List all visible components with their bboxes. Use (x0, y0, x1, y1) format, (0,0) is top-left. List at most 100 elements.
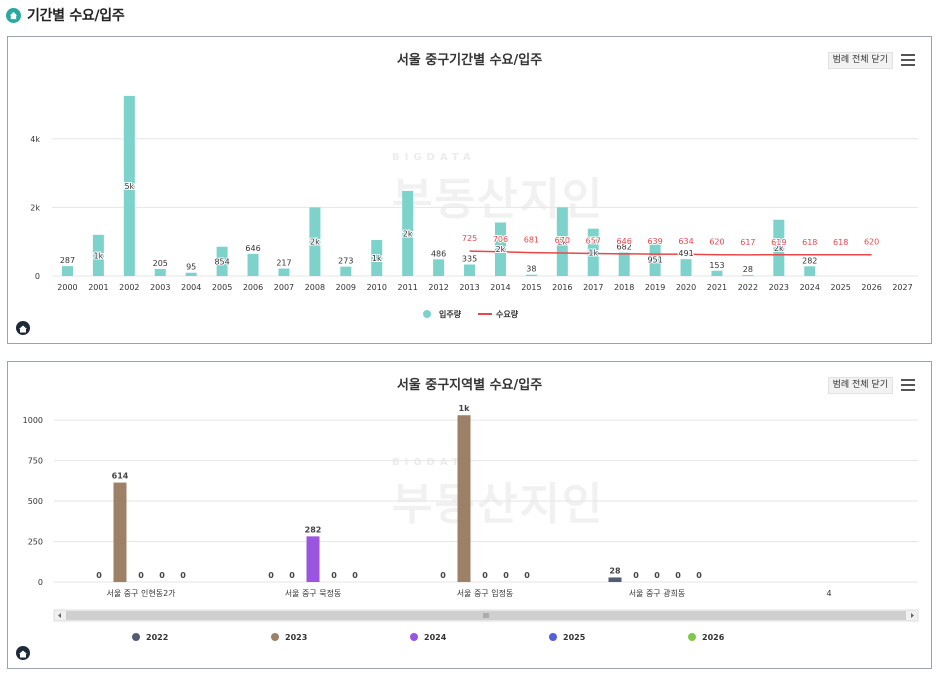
x-tick-label: 2006 (243, 283, 263, 292)
legend-close-all-button[interactable]: 범례 전체 닫기 (827, 377, 893, 394)
x-tick-label: 2017 (583, 283, 603, 292)
hamburger-menu-icon[interactable] (901, 379, 915, 391)
bar[interactable] (464, 264, 476, 276)
bar[interactable] (216, 246, 228, 276)
x-tick-label: 2004 (181, 283, 201, 292)
legend-item-demand: 수요량 (496, 309, 519, 319)
data-label: 0 (96, 571, 102, 580)
legend-marker-2024[interactable] (410, 633, 418, 641)
bar[interactable] (61, 266, 73, 276)
data-label: 682 (617, 243, 632, 252)
bar[interactable] (154, 268, 166, 276)
bar[interactable] (773, 219, 785, 276)
hamburger-menu-icon[interactable] (901, 54, 915, 66)
bar[interactable] (123, 95, 135, 276)
data-label: 153 (709, 261, 724, 270)
line-data-label: 657 (586, 236, 601, 245)
scrollbar-grip-icon[interactable] (483, 613, 489, 618)
legend-marker-2026[interactable] (688, 633, 696, 641)
line-data-label: 620 (709, 238, 724, 247)
x-tick-label: 2023 (769, 283, 789, 292)
bar[interactable] (556, 207, 568, 276)
data-label: 1k (588, 248, 598, 257)
bar[interactable] (525, 274, 537, 276)
bar[interactable] (608, 577, 622, 582)
x-tick-label: 2015 (521, 283, 541, 292)
data-label: 28 (743, 265, 753, 274)
bar[interactable] (742, 275, 754, 276)
logo-icon (16, 646, 30, 660)
period-chart: 0 2k 4k 2000 2001 2002 2003 2004 2005 2006 2007 200… (30, 95, 918, 319)
data-label: 0 (524, 571, 530, 580)
bar[interactable] (113, 482, 127, 582)
bar[interactable] (433, 259, 445, 276)
data-label: 0 (482, 571, 488, 580)
line-data-label: 670 (555, 236, 570, 245)
legend-item-2023: 2023 (285, 633, 307, 642)
x-tick-label: 2002 (119, 283, 139, 292)
line-data-label: 646 (617, 237, 632, 246)
data-label: 0 (440, 571, 446, 580)
y-tick-label: 750 (28, 457, 43, 466)
bar[interactable] (247, 253, 259, 276)
data-label: 1k (459, 404, 471, 413)
x-tick-label: 2018 (614, 283, 634, 292)
x-tick-label: 2001 (88, 283, 108, 292)
data-label: 2k (557, 238, 567, 247)
data-label: 0 (352, 571, 358, 580)
x-tick-label: 2003 (150, 283, 170, 292)
bar[interactable] (371, 239, 383, 276)
bar[interactable] (457, 415, 471, 582)
x-tick-label: 2011 (397, 283, 417, 292)
data-label: 2k (496, 245, 506, 254)
bar[interactable] (306, 536, 320, 582)
bar[interactable] (185, 272, 197, 276)
data-label: 282 (802, 256, 817, 265)
x-tick-label: 2009 (336, 283, 356, 292)
bar[interactable] (711, 270, 723, 276)
legend-marker-2025[interactable] (549, 633, 557, 641)
legend-close-all-button[interactable]: 범례 전체 닫기 (827, 52, 893, 69)
bar[interactable] (340, 266, 352, 276)
y-tick-label: 2k (30, 203, 40, 212)
data-label: 28 (609, 566, 621, 575)
bar[interactable] (649, 243, 661, 276)
scroll-left-icon[interactable] (58, 613, 61, 618)
bar[interactable] (402, 190, 414, 276)
bar[interactable] (680, 259, 692, 276)
scroll-right-icon[interactable] (911, 613, 914, 618)
x-tick-label: 2020 (676, 283, 696, 292)
data-label: 0 (654, 571, 660, 580)
data-label: 2k (310, 238, 320, 247)
data-label: 614 (112, 472, 129, 481)
legend-item-move-in: 입주량 (439, 309, 462, 319)
line-data-label: 620 (864, 238, 879, 247)
legend-marker-move-in[interactable] (423, 310, 431, 318)
chart-title: 서울 중구기간별 수요/입주 (396, 53, 543, 68)
data-label: 2k (774, 244, 784, 253)
region-chart-panel: BIGDATA 부동산지인 0 250 500 750 1000 서울 중구 인현동2가 서… (7, 361, 932, 669)
x-tick-label: 2027 (892, 283, 912, 292)
bar[interactable] (494, 222, 506, 276)
x-tick-label: 2012 (428, 283, 448, 292)
data-label: 273 (338, 257, 353, 266)
y-tick-label: 0 (35, 272, 40, 281)
x-tick-label: 2000 (57, 283, 77, 292)
bar[interactable] (92, 234, 104, 276)
data-label: 0 (268, 571, 274, 580)
line-data-label: 619 (771, 238, 786, 247)
bar[interactable] (309, 207, 321, 276)
x-tick-label: 2025 (830, 283, 850, 292)
region-chart: 0 250 500 750 1000 서울 중구 인현동2가 서울 중구 묵정동 서울 중구 … (23, 403, 919, 642)
line-data-label: 634 (678, 237, 693, 246)
x-tick-label: 2022 (738, 283, 758, 292)
legend-marker-2023[interactable] (271, 633, 279, 641)
legend-marker-2022[interactable] (132, 633, 140, 641)
line-data-label: 618 (833, 238, 848, 247)
bar[interactable] (587, 228, 599, 276)
y-tick-label: 500 (28, 497, 43, 506)
bar[interactable] (278, 268, 290, 276)
bar[interactable] (804, 266, 816, 276)
x-tick-label: 2021 (707, 283, 727, 292)
bar[interactable] (618, 252, 630, 276)
